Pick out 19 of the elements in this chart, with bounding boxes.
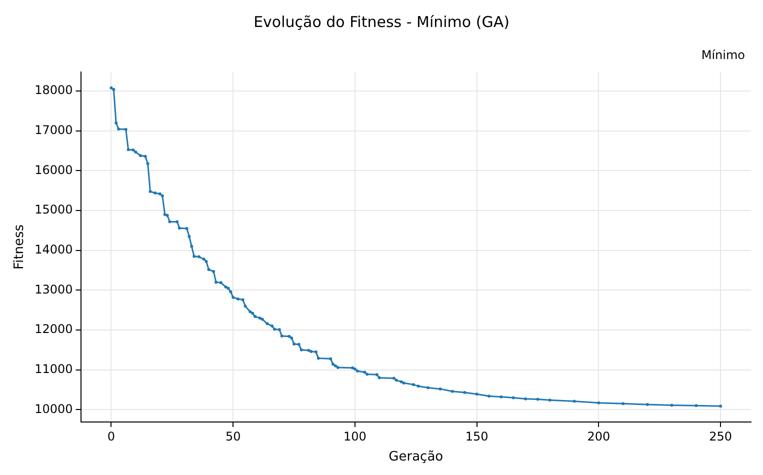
x-axis-title: Geração (388, 450, 444, 465)
y-tick-label: 13000 (34, 282, 73, 296)
x-tick-label: 150 (465, 429, 488, 444)
text: Mínimo (701, 48, 746, 62)
y-tick-label: 17000 (34, 123, 73, 138)
y-tick-label: 10000 (34, 402, 73, 416)
chart-title: Evolução do Fitness - Mínimo (GA) (254, 12, 510, 31)
y-axis-title: Fitness (12, 224, 28, 270)
x-tick-label: 50 (225, 429, 241, 444)
y-tick-label: 16000 (34, 162, 73, 177)
x-tick-label: 250 (709, 429, 732, 444)
y-tick-label: 11000 (34, 362, 73, 376)
y-tick-label: 18000 (34, 83, 73, 98)
y-tick-label: 12000 (34, 322, 73, 336)
y-tick-label: 14000 (34, 242, 73, 257)
y-tick-label: 15000 (34, 202, 73, 217)
x-tick-label: 200 (587, 429, 610, 444)
x-tick-label: 100 (344, 429, 366, 444)
x-tick-label: 0 (107, 429, 116, 444)
